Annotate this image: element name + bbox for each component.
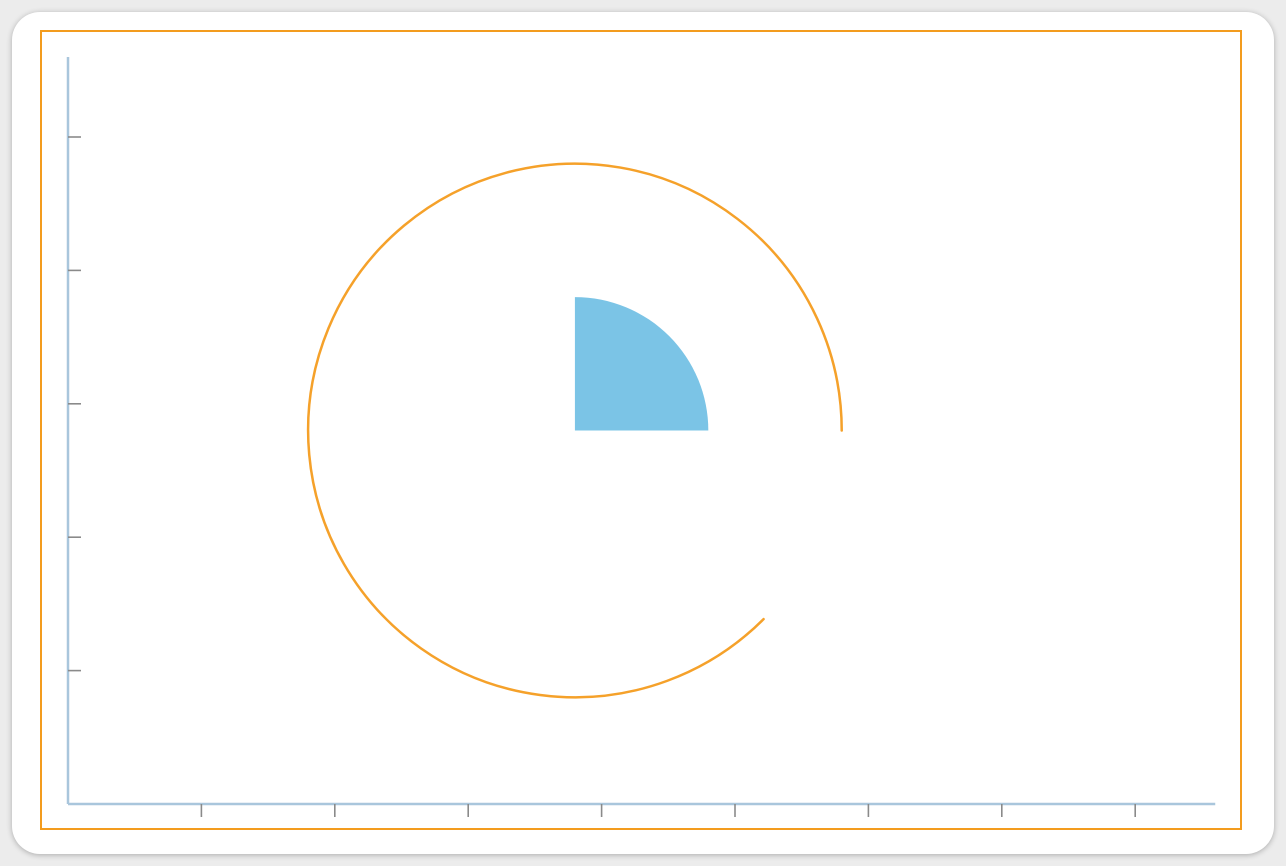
arc xyxy=(306,162,843,699)
app-window xyxy=(12,12,1274,854)
quarter-wedge xyxy=(574,297,709,431)
chart-area xyxy=(66,56,1216,817)
